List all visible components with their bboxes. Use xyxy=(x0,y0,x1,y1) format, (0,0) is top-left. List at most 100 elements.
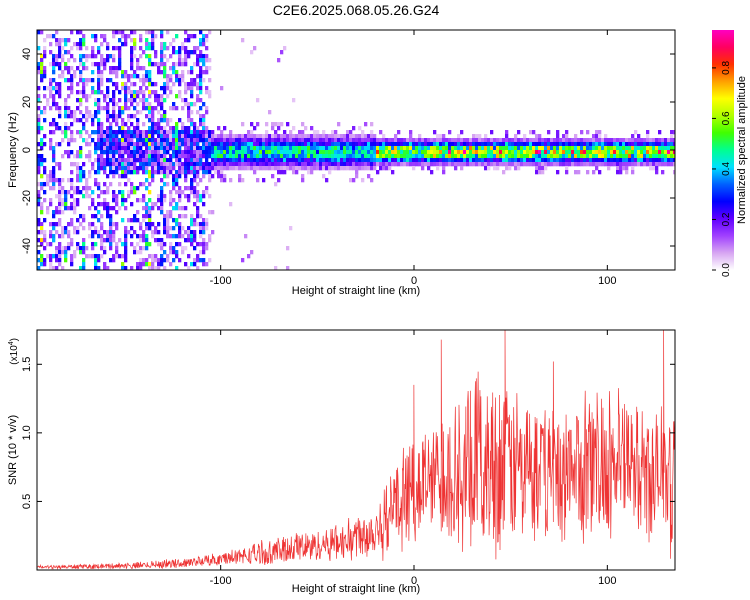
spectrogram-cell xyxy=(190,218,194,223)
spectrogram-cell xyxy=(523,134,527,139)
spectrogram-cell xyxy=(646,138,650,143)
spectrogram-cell xyxy=(235,134,239,139)
spectrogram-cell xyxy=(250,250,254,255)
spectrogram-cell xyxy=(472,154,476,159)
spectrogram-cell xyxy=(205,242,209,247)
spectrogram-cell xyxy=(103,134,107,139)
spectrogram-cell xyxy=(58,114,62,119)
spectrogram-cell xyxy=(460,162,464,167)
spectrogram-cell xyxy=(166,138,170,143)
spectrogram-cell xyxy=(178,154,182,159)
spectrogram-cell xyxy=(232,134,236,139)
spectrogram-cell xyxy=(88,142,92,147)
spectrogram-cell xyxy=(523,154,527,159)
spectrogram-cell xyxy=(37,94,41,99)
spectrogram-cell xyxy=(118,30,122,35)
spectrogram-cell xyxy=(37,70,41,75)
spectrogram-cell xyxy=(148,154,152,159)
spectrogram-cell xyxy=(514,162,518,167)
spectrogram-cell xyxy=(541,138,545,143)
spectrogram-cell xyxy=(430,146,434,151)
spectrogram-cell xyxy=(514,150,518,155)
spectrogram-cell xyxy=(124,242,128,247)
spectrogram-cell xyxy=(523,146,527,151)
spectrogram-cell xyxy=(148,150,152,155)
spectrogram-cell xyxy=(487,154,491,159)
spectrogram-cell xyxy=(379,154,383,159)
spectrogram-cell xyxy=(331,162,335,167)
spectrogram-cell xyxy=(124,138,128,143)
spectrogram-cell xyxy=(274,138,278,143)
spectrogram-cell xyxy=(196,174,200,179)
spectrogram-cell xyxy=(376,142,380,147)
spectrogram-cell xyxy=(253,142,257,147)
spectrogram-cell xyxy=(85,138,89,143)
spectrogram-cell xyxy=(91,230,95,235)
spectrogram-cell xyxy=(262,146,266,151)
spectrogram-cell xyxy=(502,158,506,163)
spectrogram-cell xyxy=(208,194,212,199)
spectrogram-cell xyxy=(109,70,113,75)
spectrogram-cell xyxy=(325,146,329,151)
spectrogram-cell xyxy=(325,178,329,183)
spectrogram-cell xyxy=(190,110,194,115)
spectrogram-cell xyxy=(424,162,428,167)
spectrogram-cell xyxy=(649,162,653,167)
spectrogram-cell xyxy=(313,134,317,139)
spectrogram-cell xyxy=(124,166,128,171)
spectrogram-cell xyxy=(529,138,533,143)
spectrogram-cell xyxy=(409,146,413,151)
spectrogram-cell xyxy=(259,138,263,143)
spectrogram-cell xyxy=(130,66,134,71)
spectrogram-cell xyxy=(82,238,86,243)
spectrogram-cell xyxy=(586,162,590,167)
spectrogram-cell xyxy=(538,146,542,151)
spectrogram-cell xyxy=(262,158,266,163)
spectrogram-cell xyxy=(109,214,113,219)
spectrogram-cell xyxy=(301,134,305,139)
spectrogram-cell xyxy=(187,150,191,155)
spectrogram-cell xyxy=(535,138,539,143)
spectrogram-cell xyxy=(202,38,206,43)
spectrogram-cell xyxy=(598,154,602,159)
spectrogram-cell xyxy=(196,154,200,159)
spectrogram-cell xyxy=(145,114,149,119)
spectrogram-cell xyxy=(85,58,89,63)
spectrogram-cell xyxy=(139,266,143,270)
spectrogram-cell xyxy=(61,246,65,251)
spectrogram-cell xyxy=(481,150,485,155)
spectrogram-cell xyxy=(163,126,167,131)
spectrogram-cell xyxy=(139,166,143,171)
spectrogram-cell xyxy=(154,62,158,67)
spectrogram-cell xyxy=(400,142,404,147)
spectrogram-cell xyxy=(193,142,197,147)
spectrogram-cell xyxy=(124,198,128,203)
spectrogram-cell xyxy=(124,170,128,175)
spectrogram-cell xyxy=(643,158,647,163)
spectrogram-cell xyxy=(586,158,590,163)
spectrogram-cell xyxy=(643,150,647,155)
spectrogram-cell xyxy=(40,262,44,267)
spectrogram-cell xyxy=(52,214,56,219)
spectrogram-cell xyxy=(205,186,209,191)
spectrogram-cell xyxy=(67,234,71,239)
spectrogram-cell xyxy=(280,142,284,147)
spectrogram-cell xyxy=(295,154,299,159)
spectrogram-cell xyxy=(244,134,248,139)
spectrogram-cell xyxy=(79,38,83,43)
spectrogram-cell xyxy=(394,158,398,163)
spectrogram-cell xyxy=(94,146,98,151)
spectrogram-cell xyxy=(658,146,662,151)
spectrogram-cell xyxy=(304,146,308,151)
spectrogram-cell xyxy=(73,162,77,167)
spectrogram-cell xyxy=(472,158,476,163)
spectrogram-cell xyxy=(454,154,458,159)
spectrogram-cell xyxy=(595,166,599,171)
spectrogram-cell xyxy=(238,158,242,163)
spectrogram-cell xyxy=(118,182,122,187)
spectrogram-cell xyxy=(199,242,203,247)
spectrogram-cell xyxy=(133,150,137,155)
spectrogram-cell xyxy=(322,146,326,151)
spectrogram-cell xyxy=(103,146,107,151)
spectrogram-cell xyxy=(106,174,110,179)
